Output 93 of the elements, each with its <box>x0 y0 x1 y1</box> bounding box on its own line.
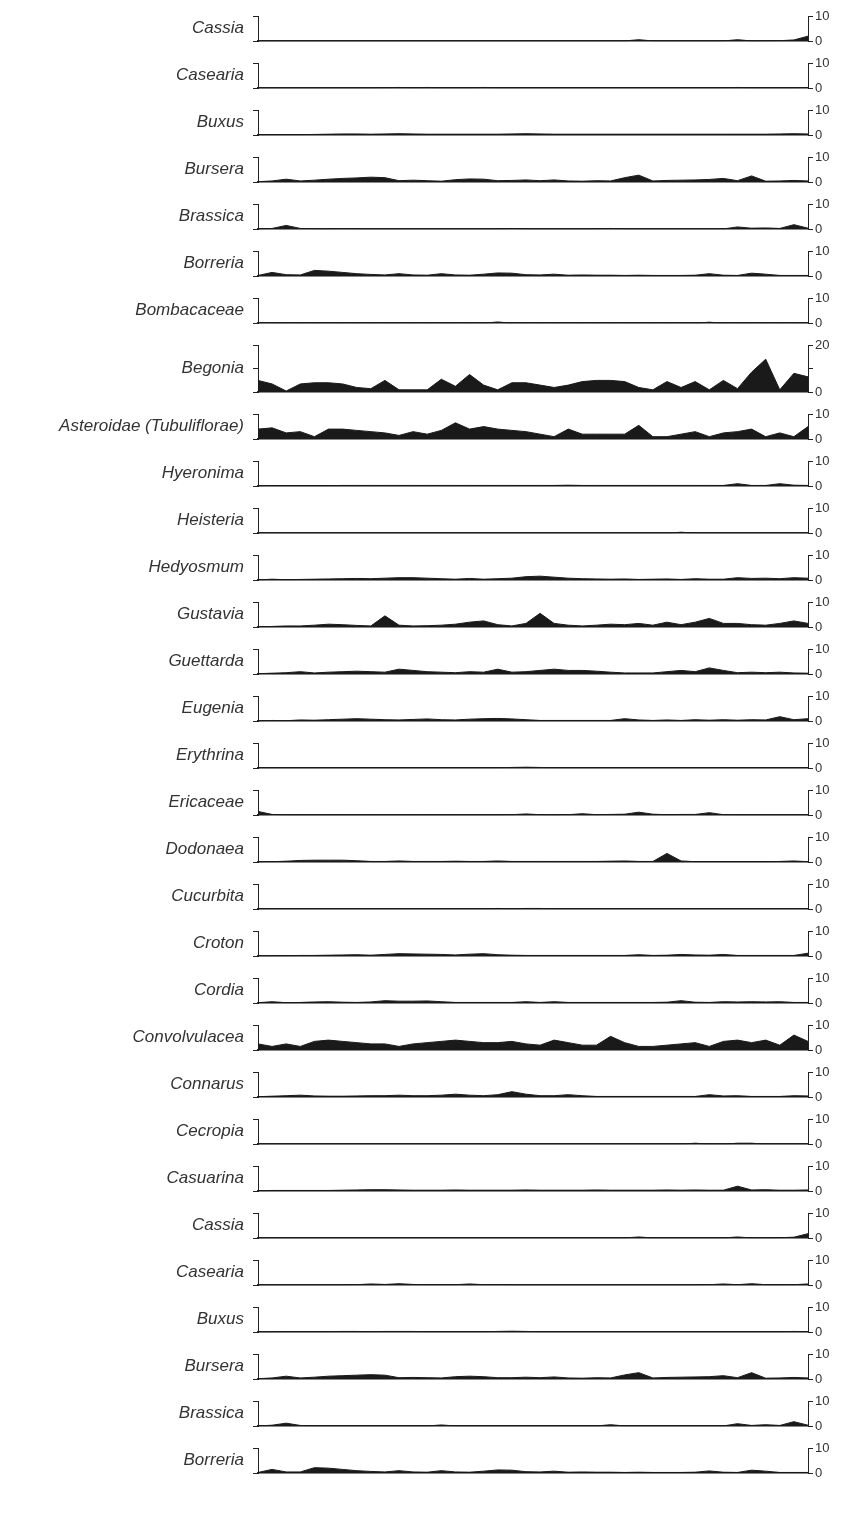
y-tick-label: 10 <box>815 1204 830 1220</box>
y-axis-title: Cassia <box>192 1215 244 1235</box>
y-tick-label: 10 <box>815 1157 830 1173</box>
y-tick-label: 10 <box>815 405 830 421</box>
y-axis-title: Gustavia <box>176 604 244 624</box>
y-axis-title: Bursera <box>184 1356 244 1376</box>
y-tick-label: 0 <box>815 806 823 822</box>
y-axis-title: Erythrina <box>175 745 244 765</box>
y-axis-title: Casearia <box>175 65 244 85</box>
y-axis-title: Ericaceae <box>168 792 244 812</box>
y-tick-label: 0 <box>815 1088 823 1104</box>
y-axis-title: Bursera <box>184 159 244 179</box>
y-tick-label: 10 <box>815 1392 830 1408</box>
y-tick-label: 0 <box>815 314 823 330</box>
y-axis-title: Hedyosmum <box>148 557 244 577</box>
y-tick-label: 0 <box>815 1182 823 1198</box>
y-tick-label: 0 <box>815 524 823 540</box>
y-tick-label: 10 <box>815 1063 830 1079</box>
y-tick-label: 10 <box>815 687 830 703</box>
y-tick-label: 10 <box>815 1439 830 1455</box>
y-tick-label: 0 <box>815 994 823 1010</box>
y-tick-label: 10 <box>815 195 830 211</box>
y-tick-label: 0 <box>815 1276 823 1292</box>
y-tick-label: 0 <box>815 853 823 869</box>
y-axis-title: Croton <box>192 933 244 953</box>
y-tick-label: 10 <box>815 452 830 468</box>
y-tick-label: 0 <box>815 900 823 916</box>
y-tick-label: 0 <box>815 759 823 775</box>
y-tick-label: 10 <box>815 640 830 656</box>
y-axis-title: Dodonaea <box>165 839 244 859</box>
y-tick-label: 0 <box>815 126 823 142</box>
y-tick-label: 10 <box>815 593 830 609</box>
y-axis-title: Borreria <box>183 1450 244 1470</box>
y-axis-title: Convolvulacea <box>132 1027 244 1047</box>
y-tick-label: 0 <box>815 712 823 728</box>
y-tick-label: 0 <box>815 32 823 48</box>
y-axis-title: Casearia <box>175 1262 244 1282</box>
y-axis-title: Brassica <box>178 206 244 226</box>
y-tick-label: 10 <box>815 734 830 750</box>
y-tick-label: 10 <box>815 1110 830 1126</box>
y-tick-label: 10 <box>815 148 830 164</box>
y-axis-title: Cordia <box>193 980 244 1000</box>
y-axis-title: Hyeronima <box>161 463 244 483</box>
y-axis-title: Guettarda <box>168 651 244 671</box>
y-tick-label: 0 <box>815 1464 823 1480</box>
y-axis-title: Bombacaceae <box>135 300 244 320</box>
y-tick-label: 0 <box>815 1135 823 1151</box>
y-tick-label: 10 <box>815 7 830 23</box>
y-axis-title: Heisteria <box>176 510 244 530</box>
y-axis-title: Cucurbita <box>171 886 244 906</box>
y-axis-title: Begonia <box>181 358 244 378</box>
y-tick-label: 0 <box>815 173 823 189</box>
y-tick-label: 10 <box>815 1345 830 1361</box>
y-tick-label: 10 <box>815 289 830 305</box>
y-tick-label: 0 <box>815 1229 823 1245</box>
y-tick-label: 0 <box>815 1417 823 1433</box>
y-axis-title: Asteroidae (Tubuliflorae) <box>58 416 244 436</box>
y-axis-title: Brassica <box>178 1403 244 1423</box>
y-tick-label: 0 <box>815 1323 823 1339</box>
y-tick-label: 10 <box>815 499 830 515</box>
y-axis-title: Cassia <box>192 18 244 38</box>
y-tick-label: 10 <box>815 828 830 844</box>
y-tick-label: 10 <box>815 242 830 258</box>
y-tick-label: 0 <box>815 1041 823 1057</box>
y-axis-title: Buxus <box>196 1309 245 1329</box>
y-tick-label: 10 <box>815 101 830 117</box>
y-axis-title: Cecropia <box>175 1121 244 1141</box>
y-tick-label: 10 <box>815 1016 830 1032</box>
y-axis-title: Casuarina <box>166 1168 244 1188</box>
y-tick-label: 10 <box>815 54 830 70</box>
y-tick-label: 10 <box>815 969 830 985</box>
y-tick-label: 0 <box>815 477 823 493</box>
y-tick-label: 0 <box>815 665 823 681</box>
y-axis-title: Connarus <box>170 1074 245 1094</box>
y-tick-label: 0 <box>815 947 823 963</box>
y-tick-label: 0 <box>815 79 823 95</box>
y-tick-label: 0 <box>815 267 823 283</box>
y-tick-label: 0 <box>815 618 823 634</box>
y-tick-label: 10 <box>815 781 830 797</box>
y-tick-label: 0 <box>815 220 823 236</box>
y-tick-label: 10 <box>815 875 830 891</box>
y-tick-label: 20 <box>815 336 830 352</box>
y-axis-title: Eugenia <box>181 698 244 718</box>
y-tick-label: 10 <box>815 922 830 938</box>
y-tick-label: 10 <box>815 546 830 562</box>
y-tick-label: 0 <box>815 430 823 446</box>
y-tick-label: 10 <box>815 1251 830 1267</box>
y-axis-title: Buxus <box>196 112 245 132</box>
y-tick-label: 10 <box>815 1298 830 1314</box>
y-axis-title: Borreria <box>183 253 244 273</box>
y-tick-label: 0 <box>815 383 823 399</box>
y-tick-label: 0 <box>815 1370 823 1386</box>
y-tick-label: 0 <box>815 571 823 587</box>
